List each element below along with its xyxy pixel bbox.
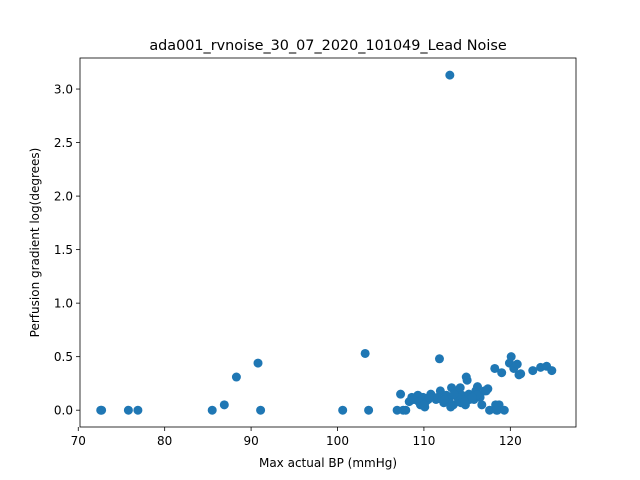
y-tick-label: 2.5 xyxy=(54,136,73,150)
x-tick-label: 110 xyxy=(412,434,435,448)
y-axis-ticks: 0.0 0.5 1.0 1.5 2.0 2.5 3.0 xyxy=(54,83,80,418)
data-point xyxy=(512,359,522,369)
data-point xyxy=(477,400,487,410)
data-point xyxy=(467,392,477,402)
data-point xyxy=(97,405,107,415)
data-point xyxy=(133,405,143,415)
data-point xyxy=(424,392,434,402)
data-point xyxy=(460,397,470,407)
x-tick-label: 80 xyxy=(157,434,172,448)
y-tick-label: 1.0 xyxy=(54,297,73,311)
data-point xyxy=(497,368,507,378)
x-axis-ticks: 70 80 90 100 110 120 xyxy=(71,427,522,448)
data-point xyxy=(446,402,456,412)
data-point xyxy=(207,405,217,415)
data-point xyxy=(434,354,444,364)
data-points xyxy=(96,70,557,415)
data-point xyxy=(253,358,263,368)
data-point xyxy=(449,389,459,399)
data-point xyxy=(492,405,502,415)
data-point xyxy=(490,363,500,373)
data-point xyxy=(455,383,465,393)
data-point xyxy=(462,375,472,385)
data-point xyxy=(338,405,348,415)
y-axis-label: Perfusion gradient log(degrees) xyxy=(28,148,42,338)
data-point xyxy=(401,405,411,415)
x-tick-label: 70 xyxy=(71,434,86,448)
data-point xyxy=(485,405,495,415)
data-point xyxy=(445,70,455,80)
data-point xyxy=(364,405,374,415)
y-tick-label: 0.0 xyxy=(54,404,73,418)
data-point xyxy=(231,372,241,382)
y-tick-label: 1.5 xyxy=(54,243,73,257)
data-point xyxy=(256,405,266,415)
chart-title: ada001_rvnoise_30_07_2020_101049_Lead No… xyxy=(149,38,507,54)
data-point xyxy=(516,369,526,379)
data-point xyxy=(396,389,406,399)
data-point xyxy=(472,382,482,392)
x-axis-label: Max actual BP (mmHg) xyxy=(259,456,397,470)
data-point xyxy=(440,394,450,404)
y-tick-label: 0.5 xyxy=(54,350,73,364)
data-point xyxy=(419,400,429,410)
x-tick-label: 90 xyxy=(243,434,258,448)
data-point xyxy=(360,348,370,358)
y-tick-label: 3.0 xyxy=(54,83,73,97)
data-point xyxy=(528,366,538,376)
data-point xyxy=(499,405,509,415)
data-point xyxy=(506,352,516,362)
data-point xyxy=(481,386,491,396)
y-tick-label: 2.0 xyxy=(54,190,73,204)
plot-frame xyxy=(79,57,577,428)
data-point xyxy=(219,400,229,410)
x-tick-label: 120 xyxy=(499,434,522,448)
data-point xyxy=(547,366,557,376)
data-point xyxy=(123,405,133,415)
x-tick-label: 100 xyxy=(326,434,349,448)
